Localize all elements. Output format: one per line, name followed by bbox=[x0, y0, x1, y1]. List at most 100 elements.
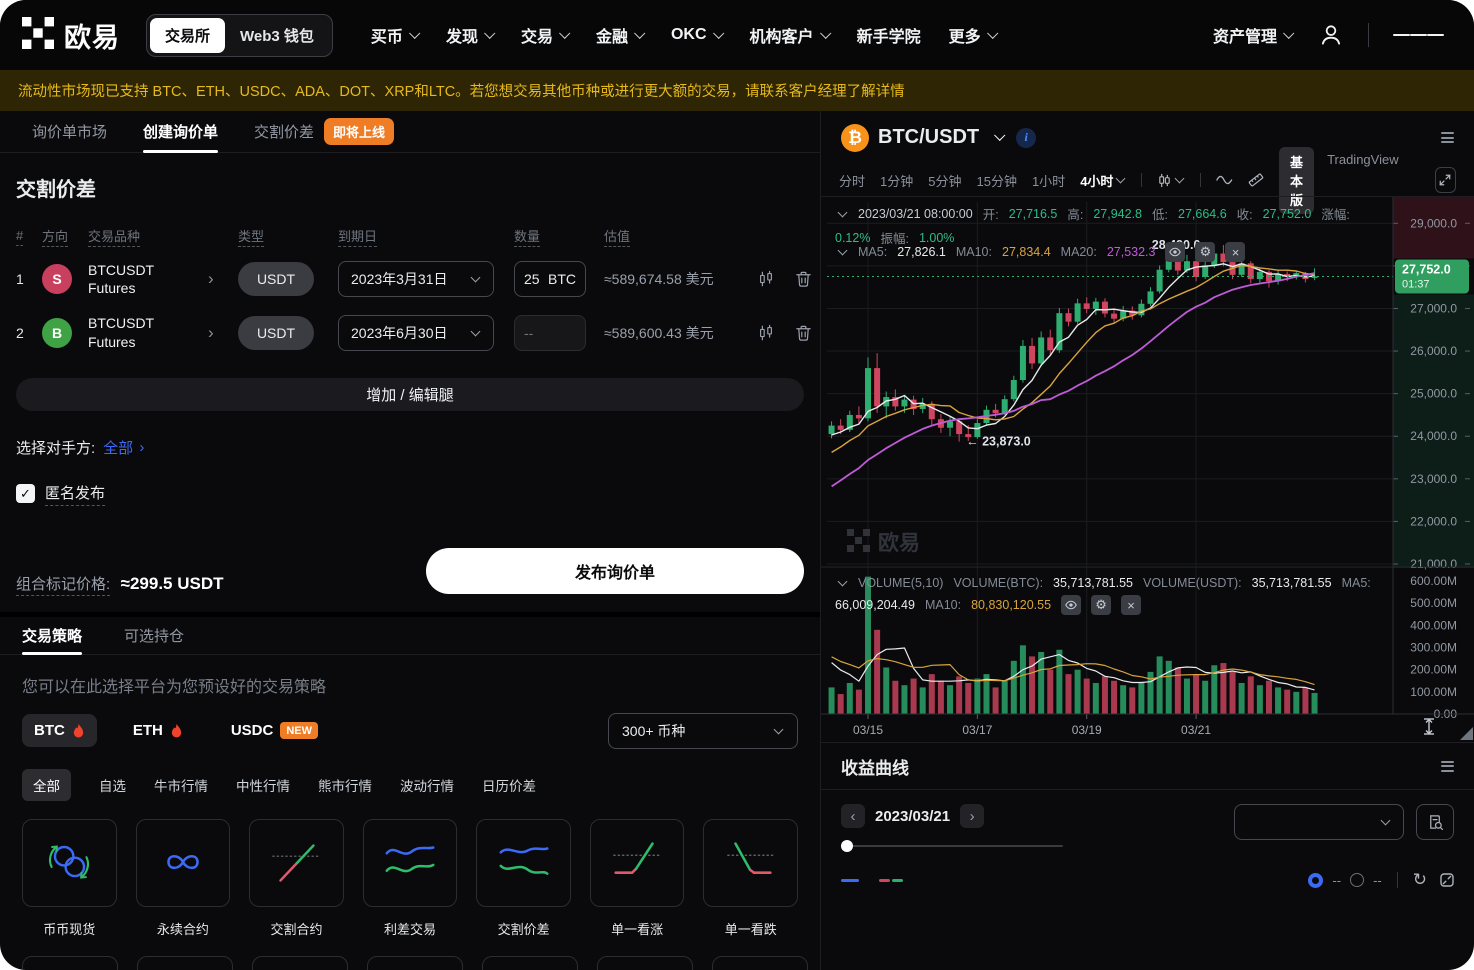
toggle-exchange[interactable]: 交易所 bbox=[150, 17, 226, 53]
chevron-down-icon[interactable] bbox=[994, 129, 1006, 141]
tab-strategy-0[interactable]: 交易策略 bbox=[22, 617, 83, 655]
filter-chip-4[interactable]: 熊市行情 bbox=[318, 778, 372, 794]
info-icon[interactable]: i bbox=[1016, 127, 1037, 148]
strategy-card-partial[interactable] bbox=[252, 955, 348, 970]
coin-chip-btc[interactable]: BTC bbox=[22, 714, 97, 748]
strategy-card-partial[interactable] bbox=[482, 955, 578, 970]
collapse-icon[interactable] bbox=[837, 207, 848, 217]
chart-menu-icon[interactable] bbox=[1441, 130, 1454, 146]
expand-icon[interactable] bbox=[1440, 873, 1454, 887]
tab-strategy-1[interactable]: 可选持仓 bbox=[124, 627, 185, 645]
fullscreen-icon[interactable] bbox=[1434, 167, 1457, 193]
delete-leg-icon[interactable] bbox=[786, 324, 820, 342]
chart-panel: ₿ BTC/USDT i 分时 1分钟 5分钟 15分钟 1小时 4小时 bbox=[821, 111, 1474, 970]
chevron-right-icon[interactable]: › bbox=[208, 323, 214, 343]
pnl-menu-icon[interactable] bbox=[1441, 758, 1454, 774]
nav-item-more[interactable]: 更多 bbox=[935, 23, 1010, 47]
tab-rfq-0[interactable]: 询价单市场 bbox=[32, 123, 108, 141]
coin-chip-usdc[interactable]: USDC NEW bbox=[219, 714, 330, 747]
nav-item-okc[interactable]: OKC bbox=[657, 26, 736, 44]
mode-tab-0[interactable]: 基本版 bbox=[1279, 146, 1315, 214]
publish-rfq-button[interactable]: 发布询价单 bbox=[426, 547, 804, 594]
close-icon[interactable]: × bbox=[1121, 595, 1142, 615]
nav-item-institutions[interactable]: 机构客户 bbox=[736, 23, 843, 47]
collapse-icon[interactable] bbox=[837, 245, 848, 256]
strategy-card-spread[interactable] bbox=[476, 818, 571, 907]
line-chart-icon[interactable] bbox=[1216, 173, 1233, 187]
nav-item-trade[interactable]: 交易 bbox=[507, 23, 582, 47]
strategy-card-partial[interactable] bbox=[367, 955, 463, 970]
nav-item-discover[interactable]: 发现 bbox=[432, 23, 507, 47]
leg-instrument[interactable]: BTCUSDT Futures bbox=[88, 315, 155, 351]
nav-item-finance[interactable]: 金融 bbox=[582, 23, 657, 47]
mode-tab-1[interactable]: TradingView bbox=[1327, 151, 1399, 167]
filter-chip-3[interactable]: 中性行情 bbox=[236, 778, 290, 794]
chevron-right-icon[interactable]: › bbox=[208, 269, 214, 289]
expiry-select[interactable]: 2023年6月30日 bbox=[338, 315, 494, 352]
candle-style-icon[interactable] bbox=[1157, 173, 1185, 188]
order-search-icon[interactable] bbox=[1416, 804, 1454, 840]
next-date-button[interactable]: › bbox=[960, 804, 985, 828]
strategy-card-put[interactable] bbox=[703, 818, 799, 907]
delete-leg-icon[interactable] bbox=[786, 270, 820, 288]
timeframe-4小时[interactable]: 4小时 bbox=[1080, 171, 1126, 190]
gear-icon[interactable]: ⚙ bbox=[1091, 595, 1112, 615]
timeframe-1分钟[interactable]: 1分钟 bbox=[880, 173, 914, 189]
collapse-icon[interactable] bbox=[837, 576, 848, 587]
add-edit-leg-button[interactable]: 增加 / 编辑腿 bbox=[16, 378, 804, 411]
prev-date-button[interactable]: ‹ bbox=[841, 804, 865, 828]
filter-chip-2[interactable]: 牛市行情 bbox=[154, 778, 208, 794]
slider-handle[interactable] bbox=[841, 840, 853, 852]
strategy-card-partial[interactable] bbox=[137, 955, 233, 970]
timeframe-5分钟[interactable]: 5分钟 bbox=[928, 173, 962, 189]
coin-chip-eth[interactable]: ETH bbox=[121, 714, 195, 747]
chart-preview-icon[interactable] bbox=[746, 270, 786, 288]
nav-item-assets[interactable]: 资产管理 bbox=[1199, 23, 1306, 47]
mark-price-value: ≈299.5 USDT bbox=[120, 573, 224, 593]
filter-chip-0[interactable]: 全部 bbox=[22, 768, 71, 801]
close-icon[interactable]: × bbox=[1225, 242, 1246, 262]
okx-logo[interactable]: 欧易 bbox=[22, 16, 120, 55]
tab-rfq-2[interactable]: 交割价差 即将上线 bbox=[254, 111, 395, 152]
eye-icon[interactable] bbox=[1165, 242, 1186, 262]
quantity-input[interactable]: 25 BTC bbox=[514, 261, 586, 298]
pair-title[interactable]: BTC/USDT bbox=[878, 126, 980, 148]
account-icon[interactable] bbox=[1310, 22, 1352, 48]
candlestick-chart[interactable]: 29,000.028,000.027,000.026,000.025,000.0… bbox=[821, 197, 1474, 742]
strategy-card-perpetual[interactable] bbox=[135, 818, 231, 907]
strategy-card-carry[interactable] bbox=[362, 818, 458, 907]
anonymous-checkbox[interactable]: ✓ bbox=[16, 484, 35, 504]
counterparty-all-link[interactable]: 全部 › bbox=[103, 438, 145, 457]
strategy-card-partial[interactable] bbox=[22, 955, 118, 970]
expiry-select[interactable]: 2023年3月31日 bbox=[338, 261, 494, 298]
chart-preview-icon[interactable] bbox=[746, 324, 786, 342]
toggle-web3-wallet[interactable]: Web3 钱包 bbox=[240, 27, 314, 45]
filter-chip-6[interactable]: 日历价差 bbox=[482, 778, 536, 794]
nav-item-buy-crypto[interactable]: 买币 bbox=[357, 23, 432, 47]
leg-instrument[interactable]: BTCUSDT Futures bbox=[88, 261, 155, 297]
strategy-card-spot[interactable] bbox=[22, 818, 117, 907]
refresh-icon[interactable]: ↻ bbox=[1412, 870, 1427, 890]
nav-item-academy[interactable]: 新手学院 bbox=[856, 29, 921, 46]
strategy-card-partial[interactable] bbox=[597, 955, 693, 970]
timeframe-1小时[interactable]: 1小时 bbox=[1031, 173, 1066, 189]
pnl-dropdown[interactable] bbox=[1234, 804, 1404, 840]
strategy-card-call[interactable] bbox=[589, 818, 685, 907]
strategy-card-futures[interactable] bbox=[249, 818, 344, 907]
coin-count-dropdown[interactable]: 300+ 币种 bbox=[608, 712, 798, 749]
eye-icon[interactable] bbox=[1061, 595, 1082, 615]
radio-option-2[interactable] bbox=[1350, 873, 1365, 887]
strategy-card-partial[interactable] bbox=[712, 955, 808, 970]
filter-chip-1[interactable]: 自选 bbox=[99, 778, 126, 794]
radio-option-1[interactable] bbox=[1308, 872, 1324, 888]
filter-chip-5[interactable]: 波动行情 bbox=[400, 778, 454, 794]
hamburger-menu-icon[interactable] bbox=[1385, 31, 1452, 39]
quantity-input[interactable]: -- bbox=[514, 315, 586, 352]
gear-icon[interactable]: ⚙ bbox=[1195, 242, 1216, 262]
counterparty-row: 选择对手方: 全部 › bbox=[16, 437, 804, 458]
date-slider[interactable] bbox=[841, 840, 1063, 852]
timeframe-15分钟[interactable]: 15分钟 bbox=[976, 173, 1017, 189]
indicators-icon[interactable] bbox=[1248, 172, 1264, 188]
timeframe-分时[interactable]: 分时 bbox=[839, 173, 866, 189]
tab-rfq-1[interactable]: 创建询价单 bbox=[143, 111, 219, 153]
